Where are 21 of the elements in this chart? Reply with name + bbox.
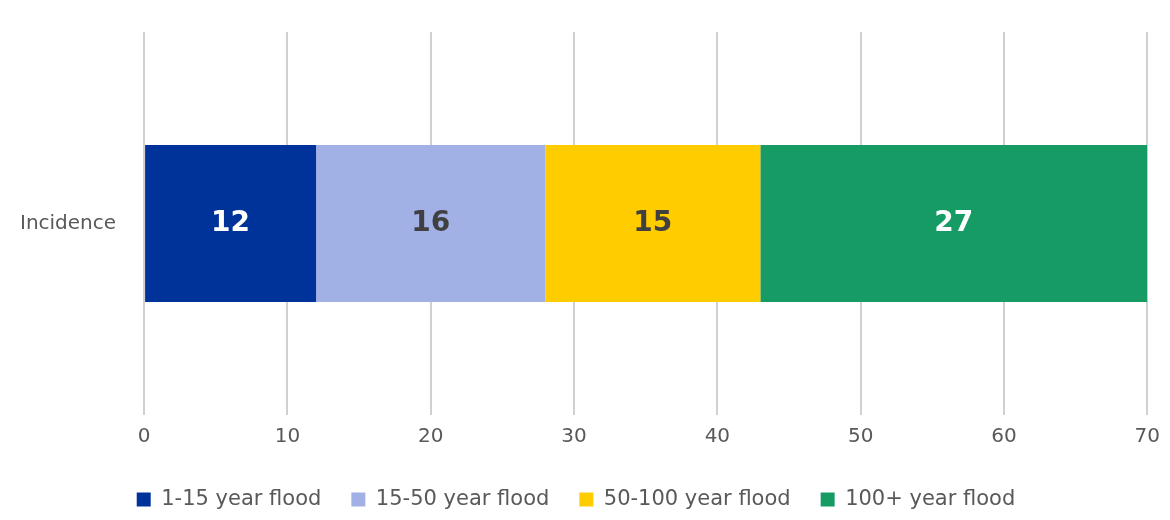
bar [760, 144, 1148, 303]
x-tick-label: 0 [137, 423, 151, 448]
legend-label: 1-15 year flood [161, 485, 322, 510]
bar [145, 144, 317, 303]
x-tick-label: 60 [991, 423, 1017, 448]
bar [316, 144, 546, 303]
x-tick-label: 50 [847, 423, 874, 448]
y-tick-label: Incidence [19, 209, 117, 234]
data-label: 12 [211, 204, 251, 238]
legend-label: 50-100 year flood [603, 485, 791, 510]
data-label: 27 [934, 204, 974, 238]
legend-label: 15-50 year flood [375, 485, 550, 510]
legend-label: 100+ year flood [845, 485, 1016, 510]
x-tick-label: 70 [1134, 423, 1160, 448]
x-tick-label: 40 [704, 423, 731, 448]
data-label: 16 [411, 204, 451, 238]
bar [545, 144, 761, 303]
x-tick-label: 20 [418, 423, 444, 448]
x-tick-label: 30 [561, 423, 587, 448]
data-label: 15 [633, 204, 673, 238]
x-tick-label: 10 [274, 423, 301, 448]
